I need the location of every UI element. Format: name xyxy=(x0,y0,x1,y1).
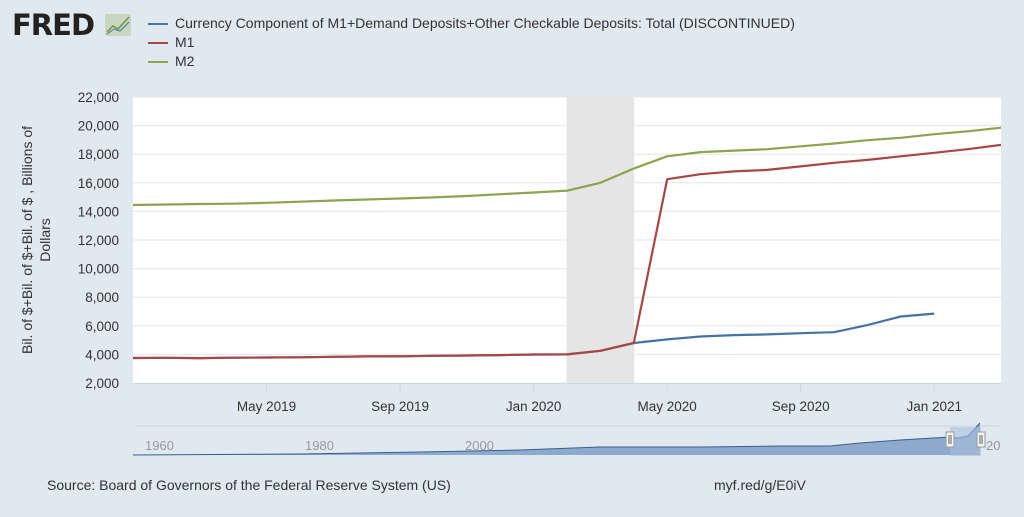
y-tick-label: 4,000 xyxy=(85,347,119,362)
y-tick-label: 14,000 xyxy=(78,204,119,219)
navigator-label: 1960 xyxy=(145,438,174,453)
x-tick-label: Jan 2020 xyxy=(506,399,562,414)
navigator-handle[interactable] xyxy=(976,431,986,448)
legend-item-m1[interactable]: M1 xyxy=(148,33,795,52)
source-text: Source: Board of Governors of the Federa… xyxy=(47,477,451,493)
series-line-m1 xyxy=(132,143,1002,360)
x-tick-label: Jan 2021 xyxy=(906,399,962,414)
y-tick-label: 8,000 xyxy=(85,290,119,305)
y-tick-label: 10,000 xyxy=(78,262,119,277)
x-tick-label: May 2020 xyxy=(638,399,697,414)
x-tick-label: Sep 2019 xyxy=(371,399,429,414)
navigator-label: 1980 xyxy=(305,438,334,453)
y-tick-label: 12,000 xyxy=(78,233,119,248)
chart-logo-icon xyxy=(105,14,132,36)
y-tick-label: 18,000 xyxy=(78,147,119,162)
y-axis-label: Bil. of $+Bil. of $+Bil. of $ , Billions… xyxy=(19,126,53,354)
navigator-area xyxy=(133,423,980,455)
navigator-label: 2000 xyxy=(465,438,494,453)
y-tick-label: 6,000 xyxy=(85,319,119,334)
x-tick-label: May 2019 xyxy=(237,399,296,414)
y-tick-label: 2,000 xyxy=(85,376,119,391)
fred-logo[interactable]: FRED xyxy=(12,8,132,42)
y-tick-label: 22,000 xyxy=(78,90,119,105)
navigator-selection xyxy=(950,427,981,456)
navigator[interactable]: 1960 1980 2000 20 xyxy=(132,422,1001,456)
legend-item-currency[interactable]: Currency Component of M1+Demand Deposits… xyxy=(148,14,795,33)
y-tick-label: 16,000 xyxy=(78,176,119,191)
series-line-m2 xyxy=(132,126,1002,207)
navigator-label: 20 xyxy=(986,438,1000,453)
legend-item-m2[interactable]: M2 xyxy=(148,52,795,71)
x-tick-label: Sep 2020 xyxy=(772,399,830,414)
navigator-handle[interactable] xyxy=(945,431,955,448)
legend: Currency Component of M1+Demand Deposits… xyxy=(148,14,795,71)
y-tick-label: 20,000 xyxy=(78,119,119,134)
short-url[interactable]: myf.red/g/E0iV xyxy=(714,477,806,493)
